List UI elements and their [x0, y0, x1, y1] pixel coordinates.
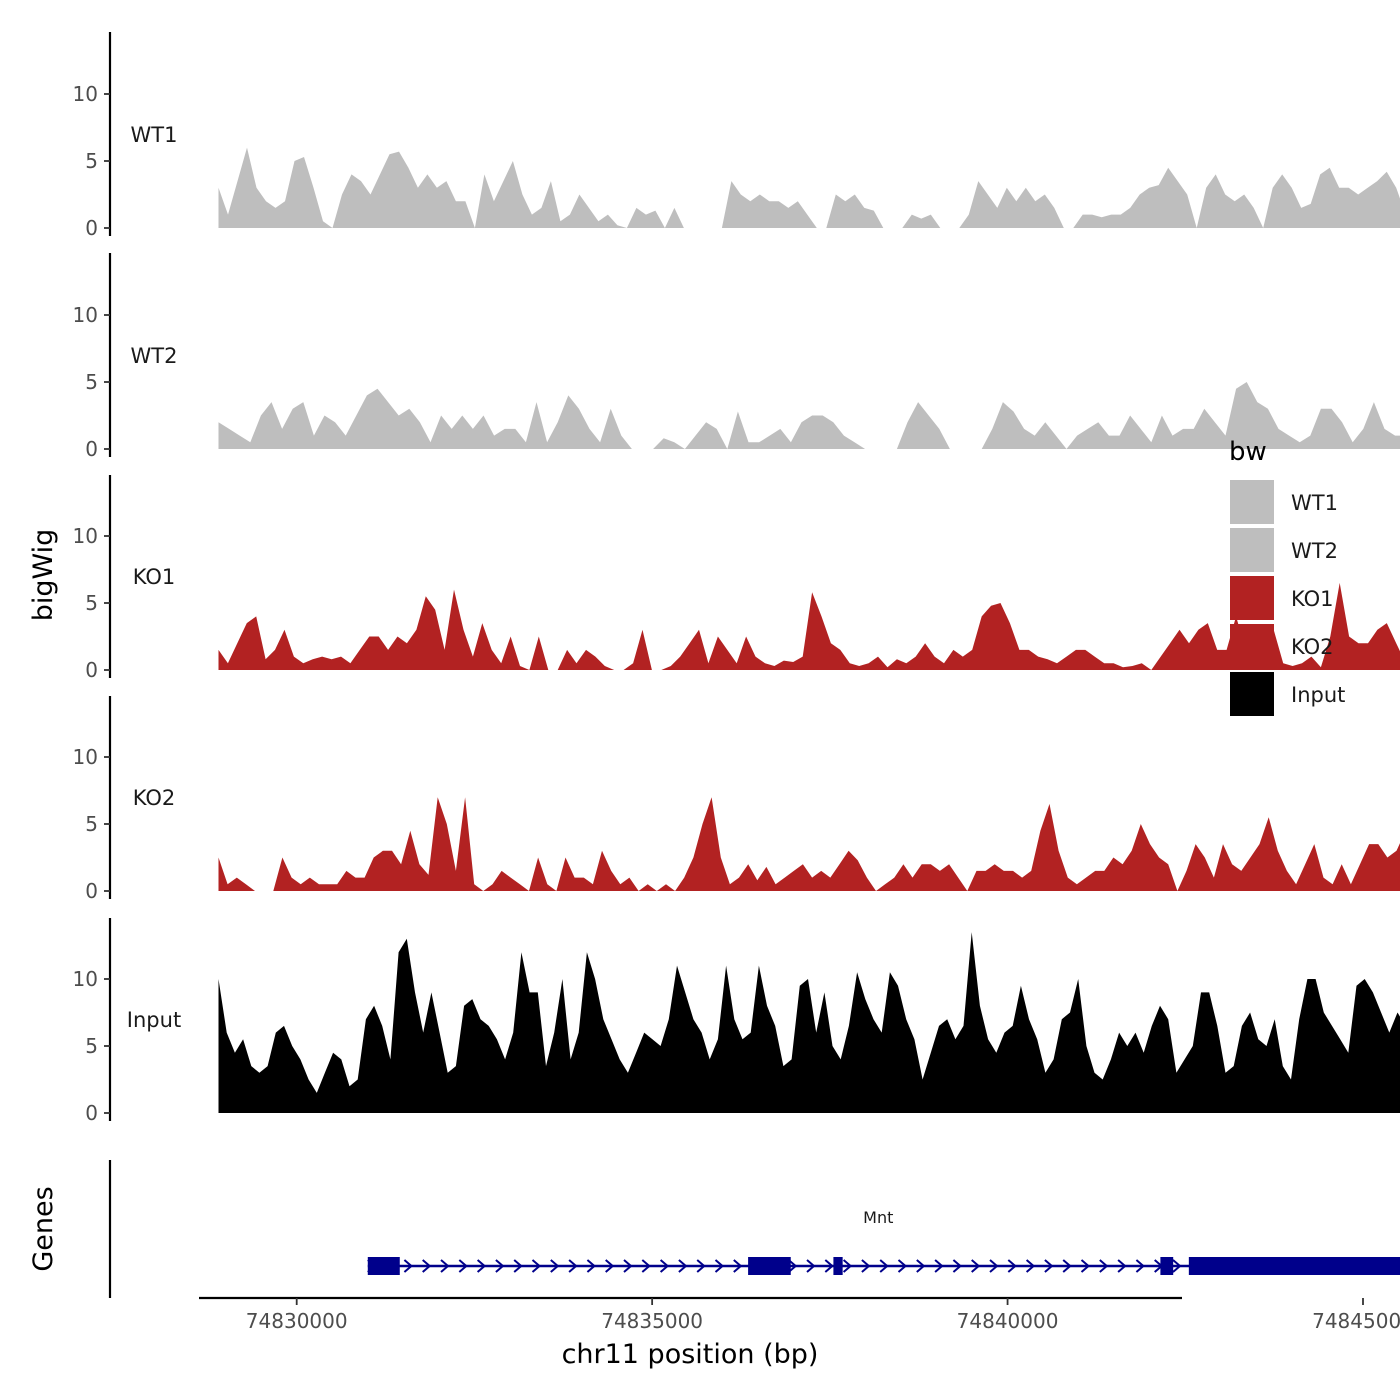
y-tick-label: 5	[85, 591, 98, 615]
y-tick-label: 5	[85, 812, 98, 836]
strand-arrow-icon	[422, 1259, 432, 1273]
track-wt1: 0 5 10 WT1	[73, 32, 1400, 240]
strand-arrow-icon	[1117, 1259, 1127, 1273]
strand-arrow-icon	[897, 1259, 908, 1273]
strand-arrow-icon	[678, 1259, 688, 1273]
legend-swatch-input	[1230, 672, 1274, 716]
y-tick-label: 10	[73, 82, 98, 106]
strand-arrow-icon	[714, 1259, 725, 1273]
legend-swatch-ko1	[1230, 576, 1274, 620]
legend-swatch-wt1	[1230, 480, 1274, 524]
y-tick-label: 5	[85, 370, 98, 394]
track-label-wt1: WT1	[131, 123, 178, 147]
track-input: 0 5 10 Input	[73, 918, 1400, 1125]
strand-arrow-icon	[458, 1259, 468, 1273]
strand-arrow-icon	[1025, 1259, 1036, 1273]
strand-arrow-icon	[1135, 1259, 1145, 1273]
legend-label-ko1: KO1	[1291, 587, 1334, 611]
strand-arrow-icon	[568, 1259, 578, 1273]
strand-arrow-icon	[1172, 1259, 1182, 1273]
legend-label-wt2: WT2	[1291, 539, 1338, 563]
coverage-area-ko2	[218, 797, 1400, 891]
coverage-area-ko1	[218, 582, 1400, 670]
strand-arrow-icon	[824, 1259, 834, 1273]
y-tick-label: 0	[85, 437, 98, 461]
strand-arrow-icon	[550, 1259, 560, 1273]
strand-arrow-icon	[513, 1259, 523, 1273]
track-label-ko2: KO2	[133, 786, 176, 810]
gene-exon	[833, 1257, 843, 1275]
y-tick-label: 10	[73, 745, 98, 769]
y-tick-label: 10	[73, 303, 98, 327]
strand-arrow-icon	[696, 1259, 706, 1273]
strand-arrow-icon	[879, 1259, 889, 1273]
y-tick-label: 0	[85, 1101, 98, 1125]
coverage-area-wt1	[218, 147, 1400, 228]
strand-arrow-icon	[495, 1259, 505, 1273]
legend-label-ko2: KO2	[1291, 635, 1334, 659]
y-tick-label: 5	[85, 149, 98, 173]
strand-arrow-icon	[1062, 1259, 1072, 1273]
legend-label-wt1: WT1	[1291, 491, 1338, 515]
y-tick-label: 0	[85, 658, 98, 682]
track-ko2: 0 5 10 KO2	[73, 696, 1400, 903]
strand-arrow-icon	[952, 1259, 962, 1273]
x-tick-label: 74845000	[1312, 1309, 1400, 1333]
strand-arrow-icon	[476, 1259, 487, 1273]
strand-arrow-icon	[971, 1259, 981, 1273]
coverage-area-wt2	[218, 382, 1400, 449]
legend-title: bw	[1229, 437, 1267, 467]
strand-arrow-icon	[1099, 1259, 1109, 1273]
track-label-wt2: WT2	[131, 344, 178, 368]
strand-arrow-icon	[842, 1259, 853, 1273]
y-tick-label: 0	[85, 879, 98, 903]
x-tick-label: 74835000	[601, 1309, 703, 1333]
y-tick-label: 10	[73, 967, 98, 991]
gene-exon	[748, 1257, 791, 1275]
y-tick-label: 5	[85, 1034, 98, 1058]
strand-arrow-icon	[916, 1259, 926, 1273]
strand-arrow-icon	[989, 1259, 999, 1273]
strand-arrow-icon	[531, 1259, 542, 1273]
gene-label: Mnt	[863, 1208, 893, 1227]
strand-arrow-icon	[806, 1259, 816, 1273]
strand-arrow-icon	[586, 1259, 596, 1273]
x-tick-label: 74830000	[246, 1309, 348, 1333]
strand-arrow-icon	[440, 1259, 450, 1273]
track-label-input: Input	[127, 1008, 181, 1032]
gene-track: Mnt	[108, 1160, 1400, 1298]
strand-arrow-icon	[605, 1259, 615, 1273]
gene-exon	[1188, 1257, 1400, 1275]
strand-arrow-icon	[1007, 1259, 1017, 1273]
legend-swatch-ko2	[1230, 624, 1274, 668]
x-axis: 74830000 74835000 74840000 74845000	[199, 1296, 1400, 1333]
strand-arrow-icon	[403, 1259, 413, 1273]
strand-arrow-icon	[934, 1259, 944, 1273]
strand-arrow-icon	[861, 1259, 871, 1273]
strand-arrow-icon	[1080, 1259, 1091, 1273]
legend: bw WT1 WT2 KO1 KO2 Input	[1229, 437, 1345, 716]
y-tick-label: 0	[85, 216, 98, 240]
x-axis-title: chr11 position (bp)	[562, 1339, 819, 1370]
x-tick-label: 74840000	[957, 1309, 1059, 1333]
track-label-ko1: KO1	[133, 565, 176, 589]
gene-exon	[367, 1257, 400, 1275]
coverage-tracks: 0 5 10 WT1 0 5 10 WT2 0 5 10 KO1 0 5 10 KO2 0 5 10 Input	[73, 32, 1400, 1125]
strand-arrow-icon	[788, 1259, 798, 1273]
track-wt2: 0 5 10 WT2	[73, 253, 1400, 461]
legend-swatch-wt2	[1230, 528, 1274, 572]
track-ko1: 0 5 10 KO1	[73, 475, 1400, 682]
coverage-area-input	[218, 932, 1400, 1113]
gene-exon	[1160, 1257, 1174, 1275]
legend-label-input: Input	[1291, 683, 1345, 707]
y-axis-title: bigWig	[28, 529, 59, 622]
strand-arrow-icon	[733, 1259, 743, 1273]
strand-arrow-icon	[659, 1259, 670, 1273]
y-tick-label: 10	[73, 524, 98, 548]
strand-arrow-icon	[623, 1259, 633, 1273]
strand-arrow-icon	[1044, 1259, 1054, 1273]
strand-arrow-icon	[641, 1259, 651, 1273]
genes-axis-title: Genes	[28, 1186, 59, 1271]
